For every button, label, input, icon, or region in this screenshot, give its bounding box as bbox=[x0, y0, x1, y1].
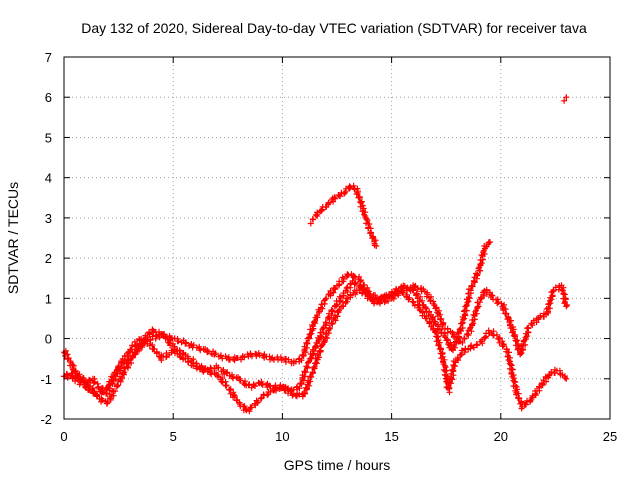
y-tick-label: 2 bbox=[45, 251, 52, 266]
x-tick-label: 25 bbox=[603, 429, 617, 444]
y-tick-label: -2 bbox=[40, 412, 52, 427]
y-axis-label: SDTVAR / TECUs bbox=[5, 182, 21, 294]
y-tick-label: 1 bbox=[45, 291, 52, 306]
x-tick-label: 5 bbox=[170, 429, 177, 444]
y-tick-label: 7 bbox=[45, 50, 52, 65]
plot-frame bbox=[63, 56, 611, 420]
x-tick-label: 15 bbox=[384, 429, 398, 444]
series-marks-trace-e bbox=[561, 94, 570, 104]
y-tick-label: 0 bbox=[45, 332, 52, 347]
x-tick-label: 10 bbox=[275, 429, 289, 444]
chart-title: Day 132 of 2020, Sidereal Day-to-day VTE… bbox=[81, 20, 587, 36]
y-tick-label: 4 bbox=[45, 171, 52, 186]
y-tick-label: 5 bbox=[45, 130, 52, 145]
y-tick-label: 6 bbox=[45, 90, 52, 105]
series-trace-e bbox=[561, 94, 570, 104]
x-axis-label: GPS time / hours bbox=[284, 457, 391, 473]
data-marks bbox=[61, 94, 571, 415]
y-tick-label: -1 bbox=[40, 372, 52, 387]
grid-lines bbox=[64, 57, 610, 419]
series-trace-d bbox=[307, 182, 380, 249]
x-tick-label: 20 bbox=[494, 429, 508, 444]
series-marks-trace-d bbox=[307, 182, 380, 249]
x-tick-label: 0 bbox=[60, 429, 67, 444]
y-tick-label: 3 bbox=[45, 211, 52, 226]
axis-ticks: 0 5 10 15 20 25 -2 -1 0 1 2 3 4 5 6 7 bbox=[40, 50, 617, 444]
